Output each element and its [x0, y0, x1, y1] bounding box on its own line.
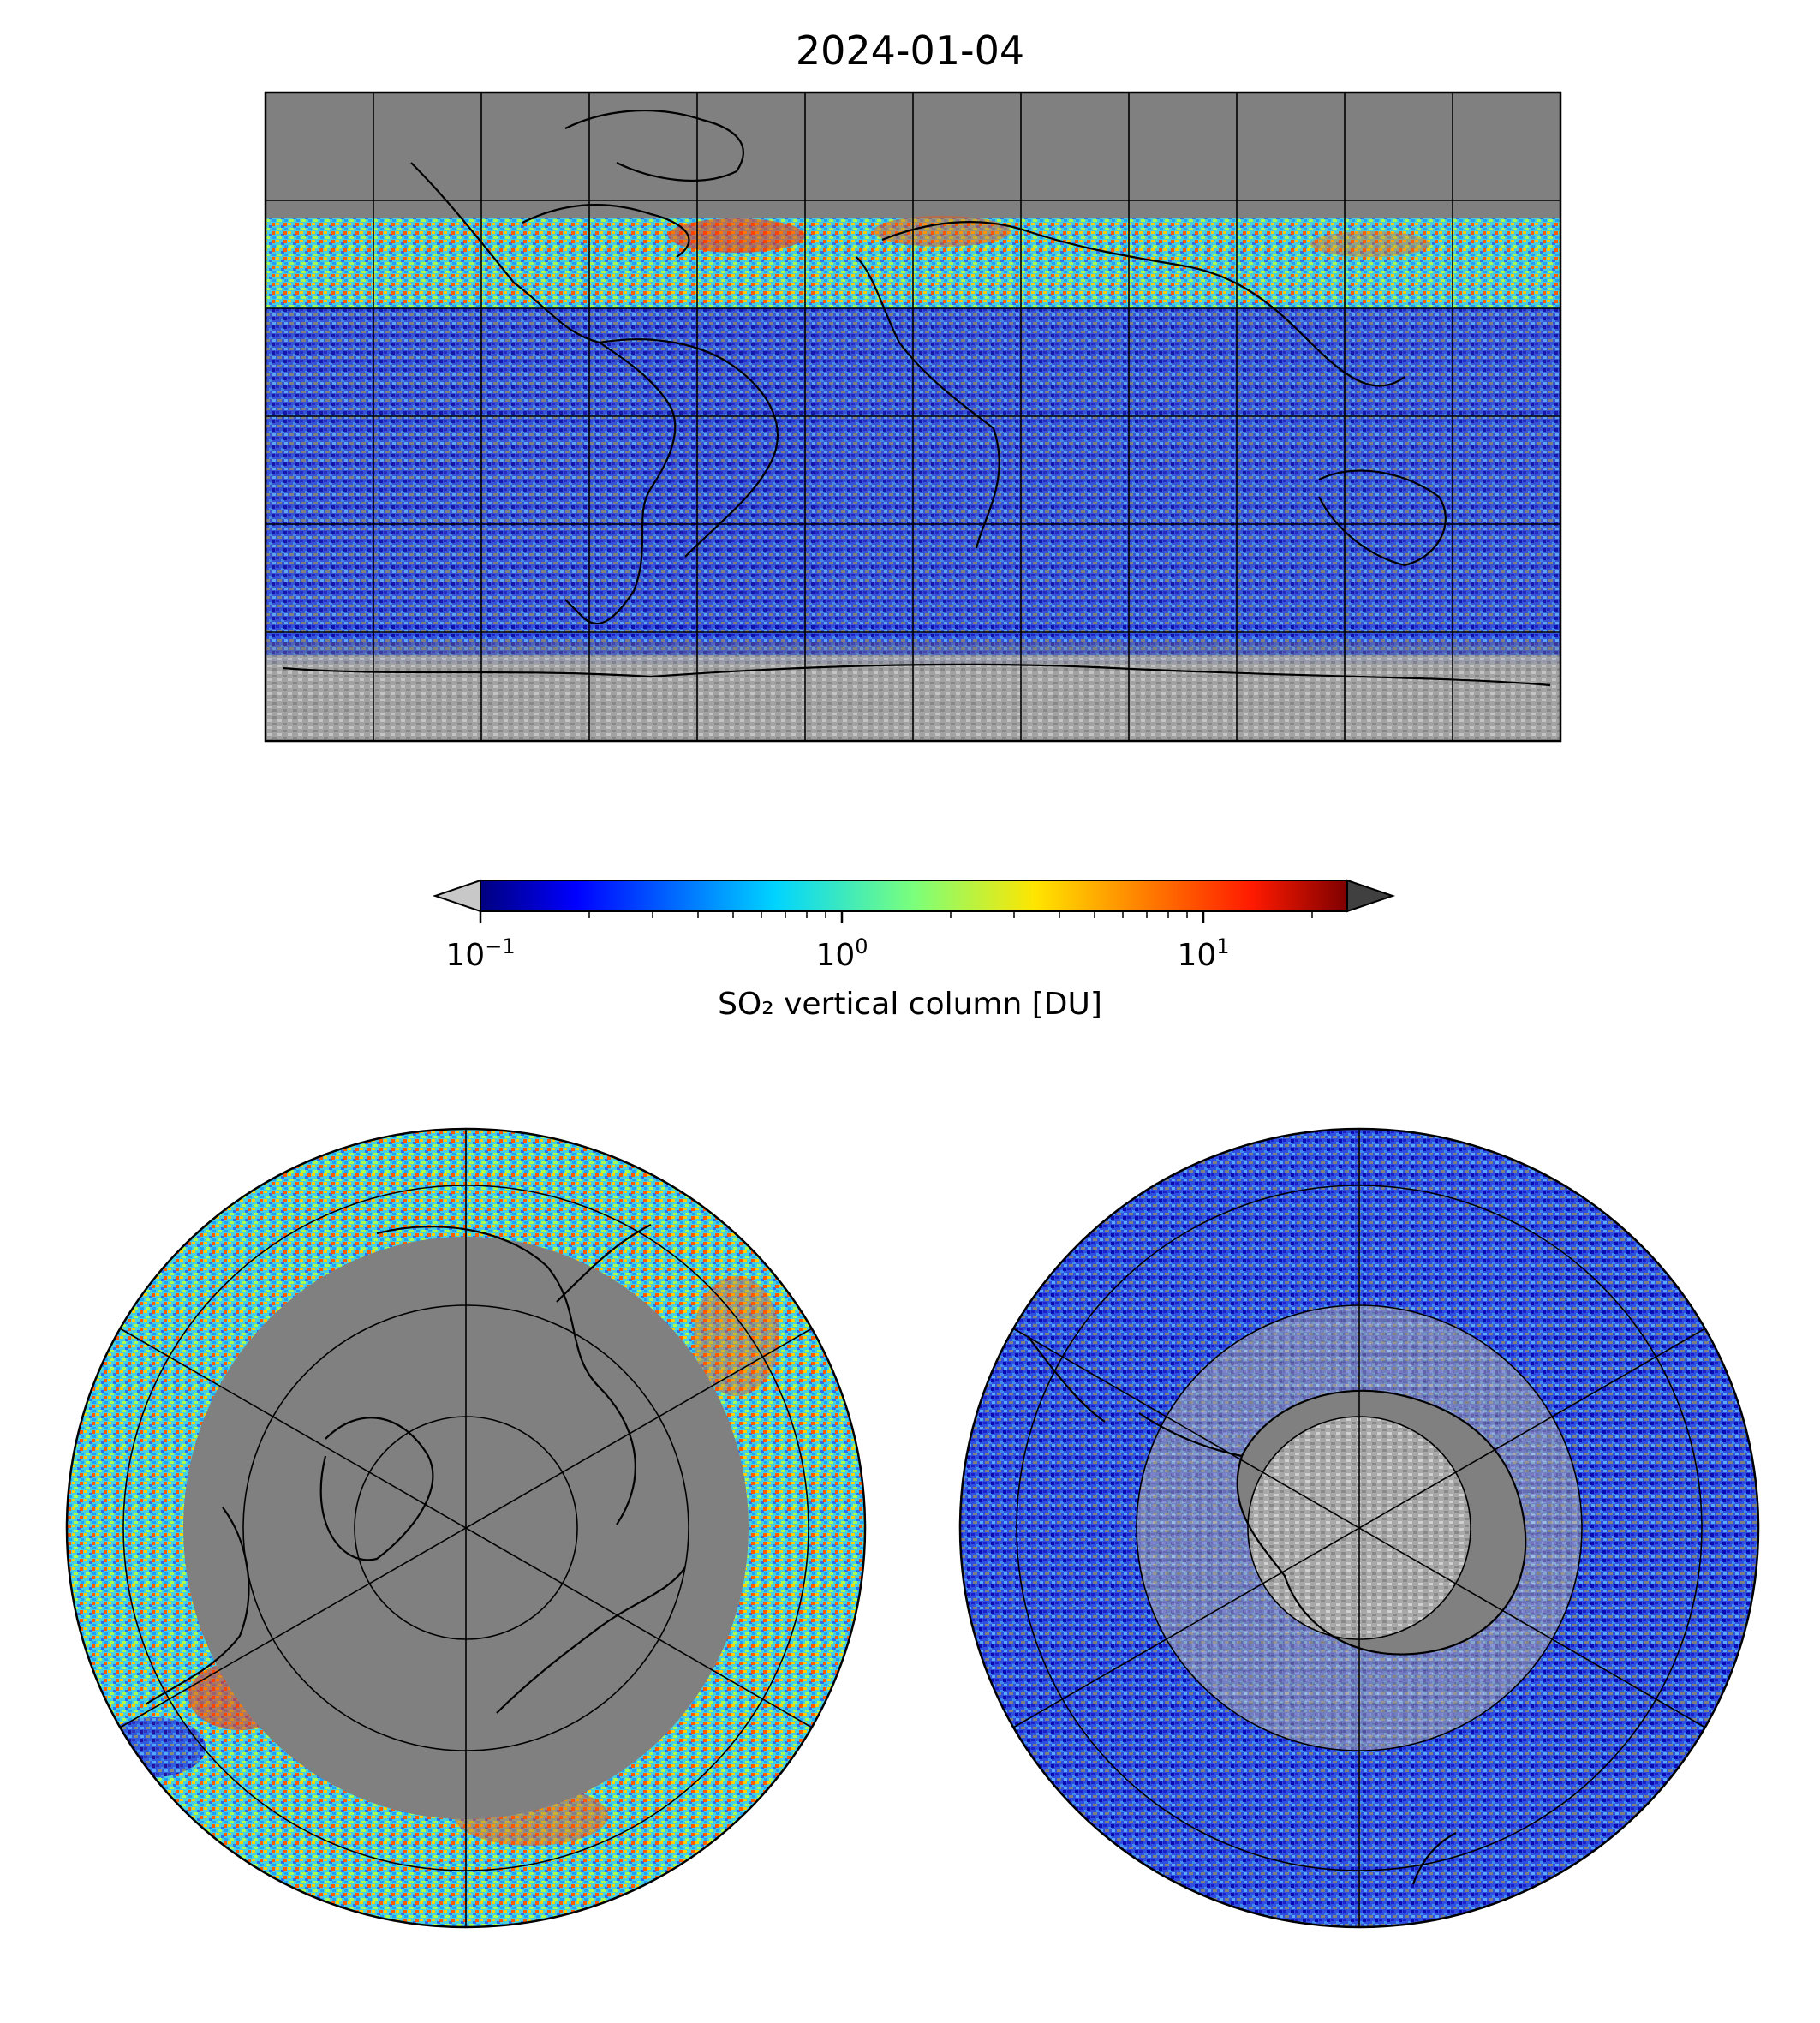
low-patch	[103, 1717, 206, 1777]
colorbar-under-extension	[432, 879, 481, 913]
colorbar-tick-label: 101	[1177, 934, 1230, 973]
colorbar-tick-label: 10−1	[445, 934, 516, 973]
hotspot	[668, 218, 805, 253]
north-polar-graticule	[119, 1129, 813, 1927]
global-map-frame	[264, 91, 1562, 743]
colorbar-minor-ticks	[588, 911, 1313, 918]
north-polar-map	[65, 1127, 867, 1929]
south-polar-frame	[958, 1127, 1760, 1929]
colorbar	[432, 879, 1396, 923]
global-map	[266, 92, 1560, 741]
north-polar-frame	[65, 1127, 867, 1929]
hotspot	[874, 216, 1011, 247]
colorbar-major-ticks	[479, 911, 1205, 923]
coastlines	[282, 109, 1551, 687]
colorbar-label: SO₂ vertical column [DU]	[718, 987, 1102, 1022]
hotspot	[694, 1276, 779, 1396]
south-polar-graticule	[1012, 1129, 1706, 1927]
colorbar-over-extension	[1346, 879, 1396, 913]
hotspot	[1310, 231, 1430, 257]
north-polar-coastlines	[145, 1224, 686, 1714]
colorbar-tick-label: 100	[815, 934, 868, 973]
global-graticule	[266, 92, 1560, 741]
south-polar-map	[958, 1127, 1760, 1929]
colorbar-gradient	[480, 880, 1348, 912]
figure-title: 2024-01-04	[795, 27, 1025, 74]
